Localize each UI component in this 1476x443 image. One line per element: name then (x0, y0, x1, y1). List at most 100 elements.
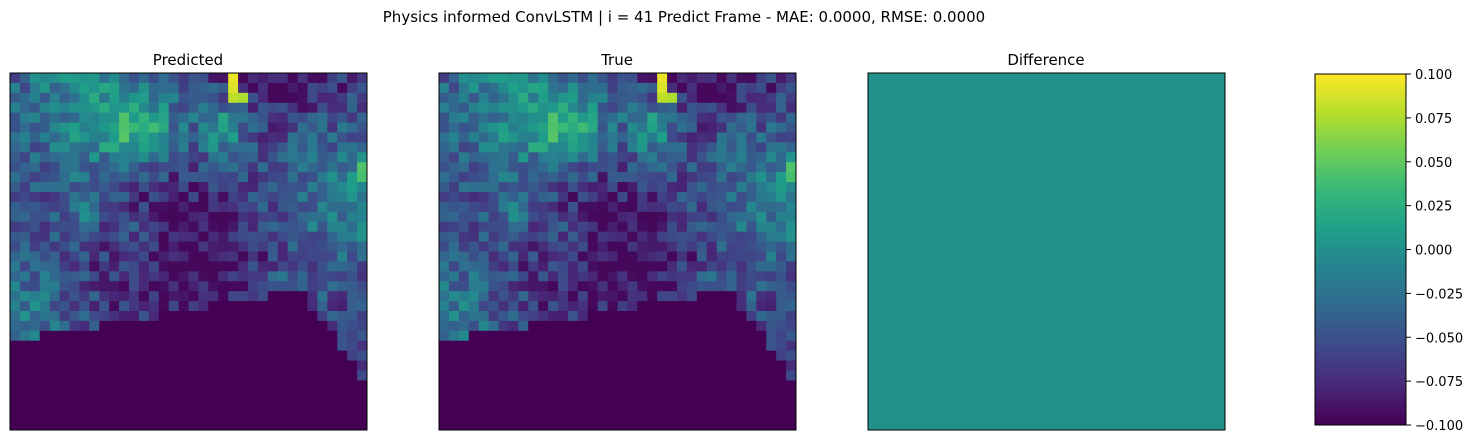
true-heatmap-cell (548, 420, 559, 431)
true-heatmap-cell (657, 380, 668, 391)
predicted-heatmap-cell (267, 112, 279, 123)
predicted-heatmap-cell (79, 241, 90, 252)
difference-heatmap (868, 73, 1225, 430)
predicted-heatmap-cell (317, 201, 328, 213)
true-heatmap-cell (439, 221, 450, 233)
true-heatmap-cell (617, 340, 628, 352)
predicted-heatmap-cell (79, 291, 90, 302)
predicted-heatmap-cell (158, 201, 170, 213)
true-heatmap-cell (617, 122, 628, 133)
true-heatmap-cell (786, 231, 797, 242)
true-heatmap-cell (736, 102, 747, 114)
predicted-heatmap-cell (287, 320, 298, 332)
predicted-heatmap-cell (337, 420, 348, 431)
predicted-heatmap-cell (29, 102, 41, 114)
true-heatmap-cell (726, 380, 737, 391)
predicted-heatmap-cell (277, 162, 289, 173)
true-heatmap-cell (726, 271, 737, 282)
true-heatmap-cell (637, 380, 648, 391)
true-heatmap-cell (548, 410, 559, 421)
true-heatmap-cell (696, 340, 708, 352)
predicted-heatmap-cell (277, 340, 289, 352)
true-heatmap-cell (468, 82, 480, 94)
predicted-heatmap-cell (287, 201, 298, 213)
predicted-heatmap-cell (29, 320, 41, 332)
predicted-heatmap-cell (119, 350, 130, 361)
true-heatmap-cell (587, 211, 599, 223)
predicted-heatmap-cell (218, 320, 229, 332)
predicted-heatmap-cell (327, 420, 338, 431)
predicted-heatmap-cell (39, 420, 51, 431)
predicted-heatmap-cell (79, 92, 90, 104)
true-heatmap-cell (558, 281, 569, 292)
true-heatmap-cell (478, 182, 489, 193)
predicted-heatmap-cell (287, 231, 298, 242)
true-heatmap-cell (577, 241, 589, 252)
true-heatmap-cell (786, 281, 797, 292)
true-heatmap-cell (538, 320, 549, 332)
predicted-heatmap-cell (257, 420, 269, 431)
true-heatmap-cell (439, 231, 450, 242)
true-heatmap-cell (448, 73, 460, 84)
true-heatmap-cell (627, 311, 638, 322)
true-heatmap-cell (458, 380, 470, 391)
true-heatmap-cell (686, 82, 698, 94)
true-heatmap-cell (647, 201, 658, 213)
true-heatmap-cell (776, 231, 787, 242)
true-heatmap-cell (657, 82, 668, 94)
true-heatmap-cell (548, 370, 559, 381)
predicted-heatmap-cell (228, 410, 239, 421)
predicted-heatmap-cell (327, 182, 338, 193)
true-heatmap-cell (508, 142, 519, 153)
true-heatmap-cell (607, 122, 618, 133)
true-heatmap-cell (637, 172, 648, 183)
predicted-heatmap-cell (267, 301, 279, 312)
predicted-heatmap-cell (257, 301, 269, 312)
predicted-heatmap-cell (178, 231, 189, 242)
true-heatmap-cell (716, 201, 727, 213)
true-heatmap-cell (716, 192, 727, 203)
predicted-heatmap-cell (148, 340, 160, 352)
true-heatmap-cell (488, 350, 499, 361)
predicted-panel-title: Predicted (153, 51, 223, 69)
true-heatmap-cell (498, 311, 509, 322)
predicted-heatmap-cell (138, 241, 150, 252)
predicted-heatmap-cell (297, 340, 308, 352)
true-heatmap-cell (597, 370, 608, 381)
predicted-heatmap-cell (238, 73, 249, 84)
true-heatmap-cell (716, 301, 727, 312)
true-heatmap-cell (597, 380, 608, 391)
true-heatmap-cell (776, 360, 787, 371)
predicted-heatmap-cell (119, 241, 130, 252)
predicted-heatmap-cell (168, 142, 179, 153)
true-heatmap-cell (706, 122, 718, 133)
true-heatmap-cell (448, 360, 460, 371)
predicted-heatmap-cell (168, 320, 179, 332)
predicted-heatmap-cell (287, 73, 298, 84)
predicted-heatmap-cell (109, 201, 120, 213)
predicted-heatmap-cell (99, 420, 110, 431)
true-heatmap-cell (706, 231, 718, 242)
predicted-heatmap-cell (39, 311, 51, 322)
predicted-heatmap-cell (337, 172, 348, 183)
predicted-heatmap-cell (168, 73, 179, 84)
predicted-heatmap-cell (158, 330, 170, 342)
true-heatmap-cell (647, 340, 658, 352)
true-heatmap-cell (716, 112, 727, 123)
predicted-heatmap-cell (168, 122, 179, 133)
true-heatmap-cell (448, 311, 460, 322)
predicted-heatmap-cell (297, 370, 308, 381)
true-heatmap-cell (617, 410, 628, 421)
predicted-heatmap-cell (19, 350, 31, 361)
true-heatmap-cell (726, 73, 737, 84)
true-heatmap-cell (736, 92, 747, 104)
predicted-heatmap-cell (148, 380, 160, 391)
predicted-heatmap-cell (208, 241, 219, 252)
predicted-heatmap-cell (99, 311, 110, 322)
predicted-heatmap-cell (10, 320, 21, 332)
predicted-heatmap-cell (148, 251, 160, 262)
predicted-heatmap-cell (218, 370, 229, 381)
true-heatmap-cell (587, 241, 599, 252)
true-heatmap-cell (478, 320, 489, 332)
predicted-heatmap-cell (287, 122, 298, 133)
